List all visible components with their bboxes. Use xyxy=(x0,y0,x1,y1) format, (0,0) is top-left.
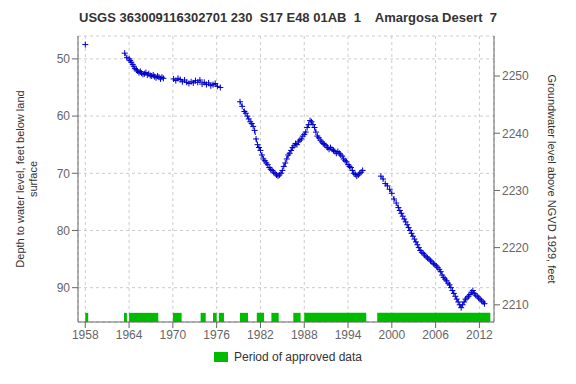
svg-text:50: 50 xyxy=(57,52,71,66)
svg-text:1976: 1976 xyxy=(203,328,230,342)
svg-text:1958: 1958 xyxy=(72,328,99,342)
svg-text:1970: 1970 xyxy=(160,328,187,342)
svg-text:80: 80 xyxy=(57,224,71,238)
html-text:USGS 363009116302701 230 S17 E: USGS 363009116302701 230 S17 E48 01AB 1 … xyxy=(79,10,497,25)
svg-text:1982: 1982 xyxy=(247,328,274,342)
svg-text:1988: 1988 xyxy=(291,328,318,342)
svg-text:2220: 2220 xyxy=(502,241,529,255)
svg-text:Depth to water level, feet bel: Depth to water level, feet below landsur… xyxy=(14,90,39,267)
svg-text:1994: 1994 xyxy=(335,328,362,342)
svg-text:2012: 2012 xyxy=(466,328,493,342)
svg-text:2006: 2006 xyxy=(422,328,449,342)
svg-text:Groundwater level above NGVD 1: Groundwater level above NGVD 1929, feet xyxy=(546,74,558,283)
svg-text:2000: 2000 xyxy=(378,328,405,342)
svg-text:2240: 2240 xyxy=(502,127,529,141)
svg-text:90: 90 xyxy=(57,281,71,295)
svg-text:60: 60 xyxy=(57,109,71,123)
svg-text:1964: 1964 xyxy=(116,328,143,342)
svg-text:2210: 2210 xyxy=(502,298,529,312)
html-text:Period of approved data: Period of approved data xyxy=(234,350,362,364)
svg-text:2230: 2230 xyxy=(502,184,529,198)
svg-text:2250: 2250 xyxy=(502,69,529,83)
svg-text:70: 70 xyxy=(57,167,71,181)
